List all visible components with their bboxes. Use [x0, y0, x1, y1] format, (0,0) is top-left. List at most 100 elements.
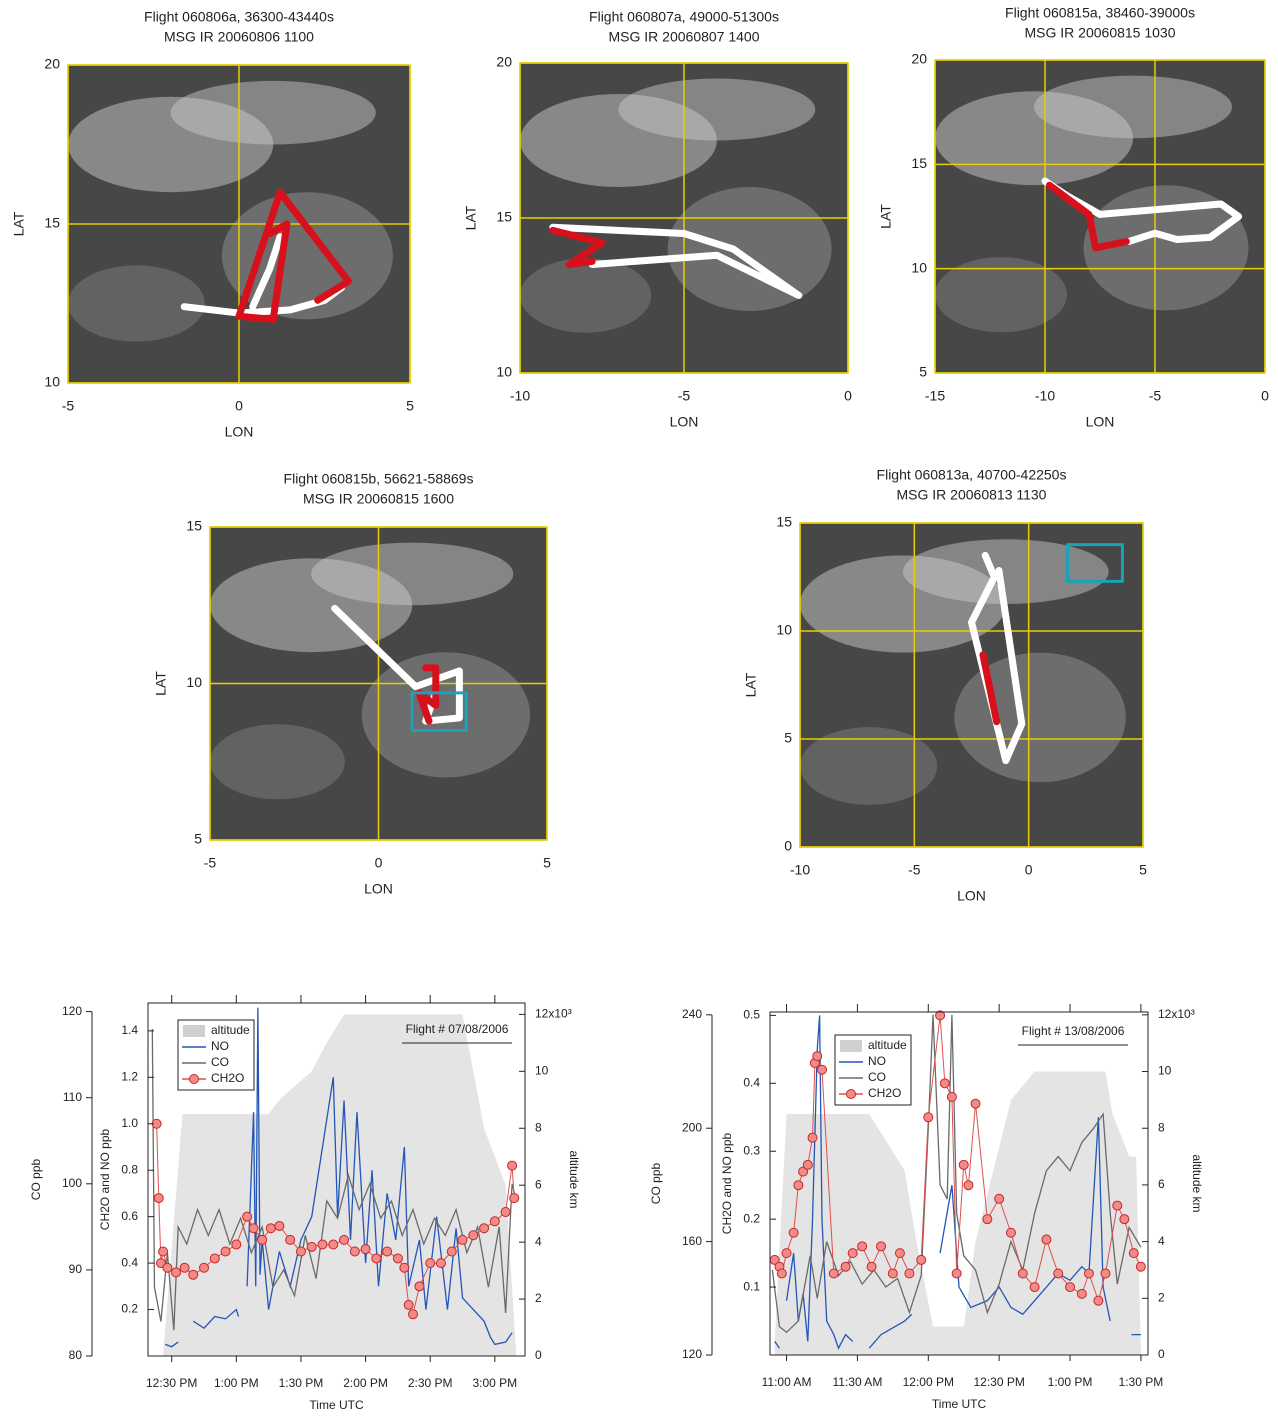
x-tick-label: -5 — [204, 855, 217, 871]
y2-tick-label: 110 — [63, 1090, 82, 1104]
chart-title: Flight 060815a, 38460-39000s — [1005, 5, 1195, 21]
y3-tick-label: 4 — [1158, 1234, 1165, 1248]
y-tick-label: 0.8 — [121, 1162, 138, 1176]
cloud — [935, 257, 1067, 333]
data-point — [828, 1268, 839, 1279]
flight-track — [549, 226, 606, 268]
data-point — [171, 1267, 182, 1278]
data-point — [468, 1230, 479, 1241]
y-tick-label: 15 — [776, 514, 792, 530]
legend-label: altitude — [211, 1023, 250, 1037]
y-tick-label: 10 — [186, 674, 202, 690]
y-axis-label: LAT — [743, 672, 759, 697]
altitude-area — [154, 1014, 517, 1356]
data-point — [153, 1193, 164, 1204]
x-tick-label: 5 — [1139, 862, 1147, 878]
y3-tick-label: 8 — [535, 1120, 542, 1134]
x-tick-label: 5 — [406, 398, 414, 414]
flight-track — [1041, 177, 1243, 246]
y3-tick-label: 12x10³ — [1158, 1007, 1195, 1021]
y3-tick-label: 0 — [1158, 1347, 1165, 1361]
x-tick-label: 0 — [375, 855, 383, 871]
flight-track — [1066, 543, 1124, 583]
cloud — [954, 652, 1126, 783]
data-point — [162, 1262, 173, 1273]
x-tick-label: 11:00 AM — [762, 1375, 812, 1389]
legend-label: CO — [211, 1055, 229, 1069]
data-point — [946, 1091, 957, 1102]
data-point — [407, 1309, 418, 1320]
flight-track — [415, 664, 440, 725]
data-point — [179, 1262, 190, 1273]
data-point — [951, 1268, 962, 1279]
legend-marker — [846, 1089, 856, 1099]
y-axis-label: CH2O and NO ppb — [720, 1132, 734, 1234]
y-tick-label: 15 — [44, 215, 60, 231]
data-point — [935, 1010, 946, 1021]
x-tick-label: -10 — [510, 388, 530, 404]
y-tick-label: 10 — [911, 259, 927, 275]
x-tick-label: 0 — [1261, 388, 1269, 404]
altitude-area — [774, 1071, 1141, 1355]
legend-swatch — [183, 1025, 205, 1037]
y3-axis-label: altitude km — [567, 1150, 581, 1208]
y-axis-label: LAT — [878, 204, 894, 229]
cloud — [618, 78, 816, 141]
x-tick-label: 1:00 PM — [214, 1376, 259, 1390]
data-point — [1112, 1200, 1123, 1211]
y2-axis-label: CO ppb — [649, 1162, 663, 1204]
y-tick-label: 20 — [496, 54, 512, 70]
chart-title: Flight 060807a, 49000-51300s — [589, 9, 779, 25]
x-tick-label: 2:30 PM — [408, 1376, 453, 1390]
x-tick-label: 11:30 AM — [833, 1375, 883, 1389]
data-point — [349, 1246, 360, 1257]
data-point — [904, 1268, 915, 1279]
data-point — [970, 1098, 981, 1109]
data-point — [994, 1193, 1005, 1204]
series-line — [771, 1014, 1142, 1334]
data-point — [816, 1064, 827, 1075]
data-point — [199, 1262, 210, 1273]
y-axis-label: LAT — [153, 671, 169, 696]
x-tick-label: 5 — [543, 855, 551, 871]
data-point — [382, 1246, 393, 1257]
cloud — [902, 539, 1109, 604]
data-point — [425, 1258, 436, 1269]
data-point — [840, 1261, 851, 1272]
data-point — [392, 1253, 403, 1264]
data-point — [1065, 1282, 1076, 1293]
x-tick-label: 0 — [844, 388, 852, 404]
chart-subtitle: MSG IR 20060807 1400 — [609, 29, 760, 45]
y-tick-label: 0.5 — [743, 1008, 760, 1022]
data-point — [916, 1254, 927, 1265]
plot-frame — [769, 1011, 1149, 1356]
y-tick-label: 0.3 — [743, 1143, 760, 1157]
x-tick-label: -10 — [1035, 388, 1055, 404]
data-point — [414, 1281, 425, 1292]
x-tick-label: -15 — [925, 388, 945, 404]
x-axis-label: Time UTC — [309, 1398, 364, 1412]
flight-track — [410, 691, 468, 732]
y-axis-label: LAT — [11, 211, 27, 236]
cloud — [1034, 75, 1232, 139]
y3-tick-label: 4 — [535, 1234, 542, 1248]
y-tick-label: 0.4 — [121, 1255, 138, 1269]
legend-label: NO — [868, 1054, 886, 1068]
cloud — [170, 80, 376, 145]
data-point — [781, 1248, 792, 1259]
y2-tick-label: 80 — [69, 1348, 83, 1362]
cloud — [311, 542, 514, 606]
data-point — [339, 1234, 350, 1245]
x-axis-label: Time UTC — [932, 1397, 987, 1411]
data-point — [776, 1268, 787, 1279]
series-line — [165, 1007, 513, 1348]
legend-label: NO — [211, 1039, 229, 1053]
x-tick-label: 1:00 PM — [1048, 1375, 1093, 1389]
y2-tick-label: 120 — [682, 1347, 702, 1361]
legend-label: altitude — [868, 1038, 907, 1052]
x-tick-label: 1:30 PM — [279, 1376, 324, 1390]
x-tick-label: 12:00 PM — [903, 1375, 954, 1389]
y-tick-label: 1.0 — [121, 1116, 138, 1130]
chart-title: Flight 060806a, 36300-43440s — [144, 9, 334, 25]
cloud — [800, 727, 938, 805]
